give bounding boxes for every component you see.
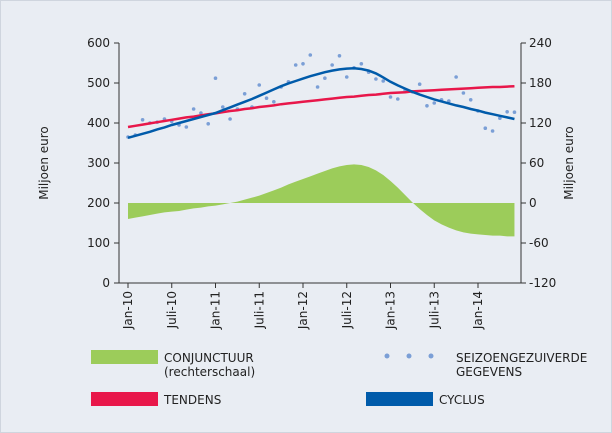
data-point: [293, 63, 298, 67]
data-point: [461, 91, 466, 95]
x-tick-label: Jan-11: [209, 291, 223, 330]
y-tick-label: 0: [102, 276, 110, 290]
data-point: [395, 97, 400, 101]
data-point: [454, 75, 458, 79]
data-point: [242, 92, 247, 96]
x-tick-label: Jan-12: [296, 291, 310, 330]
data-point: [257, 83, 262, 87]
x-tick-label: Juli-11: [252, 291, 266, 329]
data-point: [272, 100, 276, 104]
data-point: [220, 105, 225, 109]
legend-marker: [406, 353, 412, 359]
y-tick-label: 400: [87, 116, 110, 130]
legend-swatch: [91, 392, 158, 406]
data-point: [337, 54, 342, 58]
data-point: [301, 62, 305, 66]
data-point: [308, 53, 313, 57]
data-point: [417, 82, 422, 86]
legend-swatch: [91, 350, 158, 364]
legend-label: TENDENS: [164, 393, 222, 407]
data-point: [425, 104, 429, 108]
y2-axis-label: Miljoen euro: [562, 126, 576, 200]
line: [127, 84, 515, 129]
x-tick-label: Jan-10: [121, 291, 135, 330]
legend-swatch: [366, 392, 433, 406]
y2-tick-label: -120: [529, 276, 556, 290]
data-point: [490, 129, 495, 133]
y-tick-label: 100: [87, 236, 110, 250]
data-point: [512, 110, 517, 114]
data-point: [432, 101, 437, 105]
data-point: [206, 122, 211, 126]
data-point: [323, 76, 327, 80]
legend-label: CONJUNCTUUR (rechterschaal): [164, 351, 256, 379]
data-point: [330, 63, 334, 67]
y-tick-label: 200: [87, 196, 110, 210]
y-tick-label: 600: [87, 36, 110, 50]
data-point: [381, 79, 386, 83]
legend-label: CYCLUS: [439, 393, 485, 407]
data-point: [264, 96, 269, 100]
area: [128, 164, 515, 237]
data-point: [468, 98, 473, 102]
data-point: [228, 117, 232, 121]
data-point: [213, 76, 218, 80]
y2-tick-label: 0: [529, 196, 537, 210]
data-point: [315, 85, 320, 89]
legend-label: SEIZOENGEZUIVERDE GEGEVENS: [456, 351, 588, 379]
data-point: [344, 75, 349, 79]
y2-tick-label: 120: [529, 116, 552, 130]
legend-marker: [384, 353, 390, 359]
y-tick-label: 500: [87, 76, 110, 90]
data-point: [184, 125, 189, 129]
x-tick-label: Jan-14: [471, 291, 485, 330]
data-point: [388, 95, 393, 99]
y2-tick-label: -60: [529, 236, 549, 250]
y2-tick-label: 60: [529, 156, 544, 170]
x-tick-label: Juli-10: [165, 291, 179, 329]
data-point: [191, 107, 196, 111]
line: [127, 66, 515, 140]
y2-tick-label: 240: [529, 36, 552, 50]
data-point: [374, 77, 378, 81]
data-point: [199, 111, 203, 115]
data-point: [359, 62, 364, 66]
legend-marker: [428, 353, 434, 359]
x-tick-label: Jan-13: [384, 291, 398, 330]
y-tick-label: 300: [87, 156, 110, 170]
x-tick-label: Juli-12: [340, 291, 354, 329]
data-point: [498, 116, 502, 120]
x-tick-label: Juli-13: [427, 291, 441, 329]
data-point: [505, 110, 509, 114]
data-point: [483, 126, 488, 130]
y-axis-label: Miljoen euro: [37, 126, 51, 200]
data-point: [140, 118, 145, 122]
y2-tick-label: 180: [529, 76, 552, 90]
